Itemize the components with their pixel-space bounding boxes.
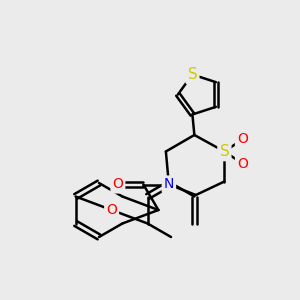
Text: N: N — [164, 178, 174, 191]
Text: O: O — [112, 178, 123, 191]
Text: O: O — [237, 133, 248, 146]
Text: O: O — [106, 203, 117, 217]
Text: S: S — [220, 144, 229, 159]
Text: S: S — [188, 67, 197, 82]
Text: O: O — [237, 157, 248, 170]
